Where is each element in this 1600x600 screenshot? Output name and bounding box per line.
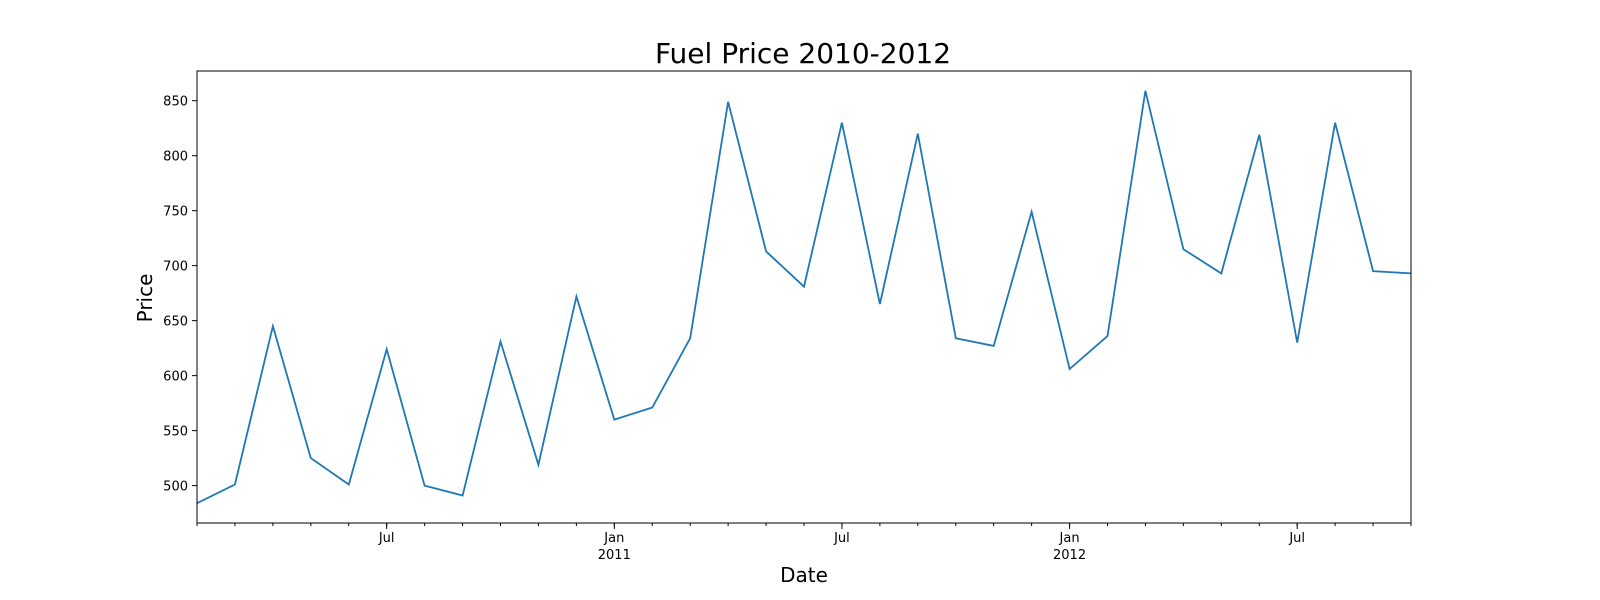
y-tick-label: 750 xyxy=(163,205,188,220)
series-line xyxy=(196,90,1412,505)
y-axis-label: Price xyxy=(133,274,157,323)
x-tick-year-label: 2012 xyxy=(1053,548,1086,563)
x-tick-label: Jul xyxy=(833,531,850,546)
x-tick-year-label: 2011 xyxy=(598,548,631,563)
chart-title: Fuel Price 2010-2012 xyxy=(655,37,951,70)
x-tick-label: Jan xyxy=(1059,531,1080,546)
x-tick-label: Jan xyxy=(603,531,624,546)
x-tick-label: Jul xyxy=(378,531,395,546)
x-tick-label: Jul xyxy=(1288,531,1305,546)
y-tick-label: 500 xyxy=(163,480,188,495)
plot-frame xyxy=(196,70,1412,524)
y-tick-label: 800 xyxy=(163,150,188,165)
x-axis-label: Date xyxy=(780,563,828,587)
y-tick-label: 850 xyxy=(163,95,188,110)
y-tick-label: 550 xyxy=(163,425,188,440)
y-tick-label: 700 xyxy=(163,260,188,275)
y-tick-label: 600 xyxy=(163,370,188,385)
y-tick-label: 650 xyxy=(163,315,188,330)
tick-layer: 500 550 600 650 700 750 800 850 Jul Jan 2011 Jul Jan… xyxy=(163,95,1412,563)
series-layer xyxy=(196,90,1412,505)
